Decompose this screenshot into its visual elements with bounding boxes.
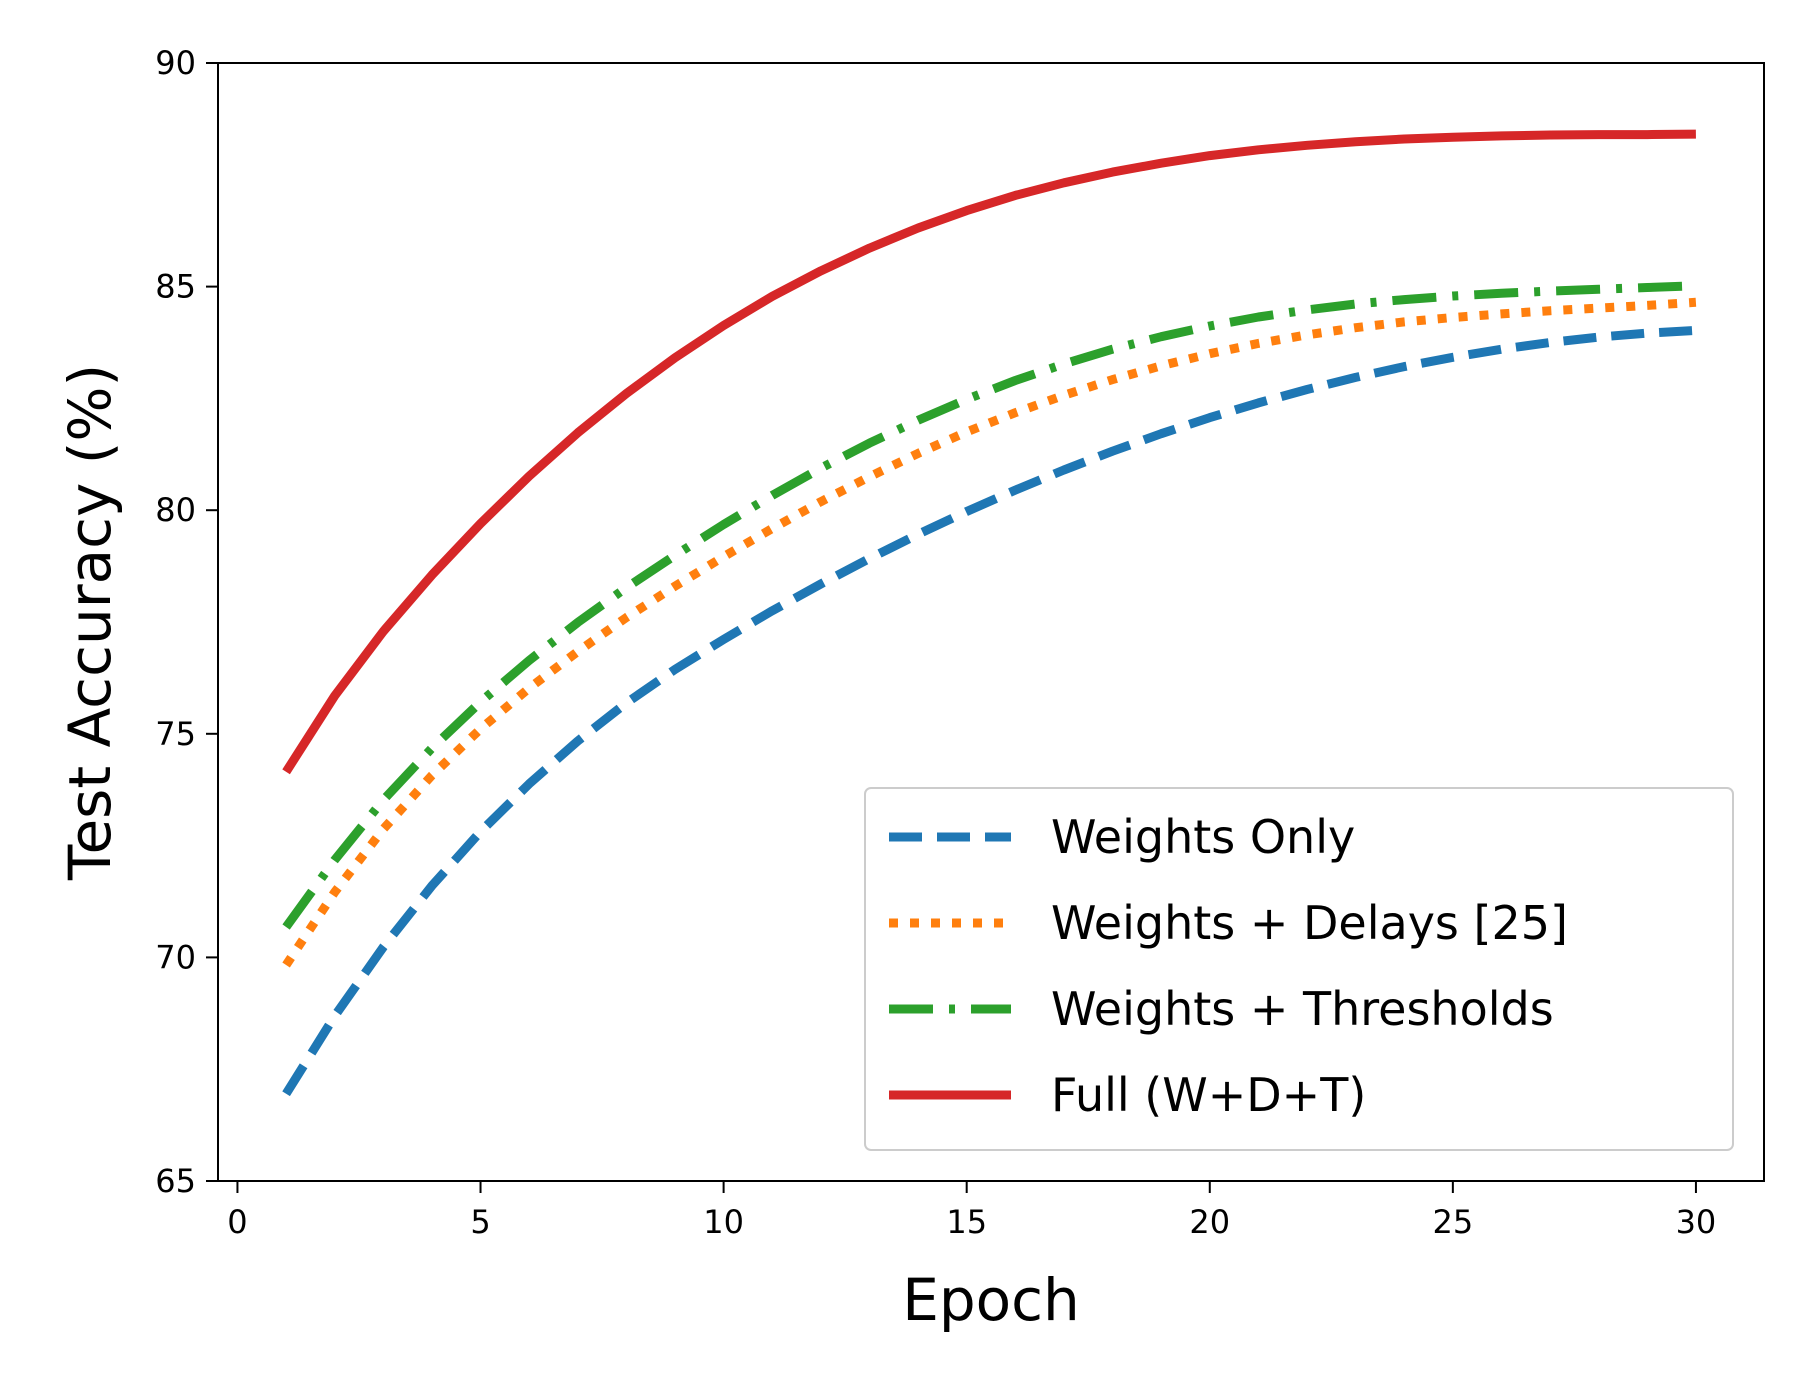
x-tick-label: 5 — [470, 1203, 490, 1241]
y-tick-label: 70 — [155, 938, 196, 976]
series-line-weights-thresholds — [282, 281, 1697, 930]
x-axis-ticks: 0 5 10 15 20 25 30 — [227, 1181, 1716, 1241]
x-axis-title: Epoch — [902, 1266, 1080, 1334]
legend-label: Weights + Thresholds — [1051, 982, 1554, 1036]
x-tick-label: 0 — [227, 1203, 247, 1241]
x-tick-label: 15 — [946, 1203, 987, 1241]
y-axis-ticks: 65 70 75 80 85 90 — [155, 44, 218, 1200]
y-tick-label: 80 — [155, 491, 196, 529]
legend: Weights Only Weights + Delays [25] Weights… — [864, 787, 1734, 1151]
series-line-weights-delays-25 — [282, 297, 1697, 968]
y-axis-title: Test Accuracy (%) — [56, 364, 124, 881]
series-line-weights-only — [282, 325, 1697, 1097]
legend-label: Weights + Delays [25] — [1051, 896, 1568, 950]
legend-label: Full (W+D+T) — [1051, 1068, 1366, 1122]
y-tick-label: 85 — [155, 268, 196, 306]
plot-lines — [282, 129, 1697, 1097]
legend-item: Weights + Thresholds — [889, 982, 1554, 1036]
legend-item: Weights Only — [889, 810, 1355, 864]
legend-item: Weights + Delays [25] — [889, 896, 1568, 950]
x-tick-label: 10 — [703, 1203, 744, 1241]
legend-box — [864, 787, 1734, 1151]
legend-item: Full (W+D+T) — [889, 1068, 1366, 1122]
plot-frame — [217, 62, 1765, 1182]
y-tick-label: 90 — [155, 44, 196, 82]
x-tick-label: 30 — [1676, 1203, 1717, 1241]
legend-label: Weights Only — [1051, 810, 1355, 864]
series-line-full-w-d-t — [282, 129, 1696, 775]
y-tick-label: 75 — [155, 715, 196, 753]
x-tick-label: 25 — [1432, 1203, 1473, 1241]
x-tick-label: 20 — [1189, 1203, 1230, 1241]
y-tick-label: 65 — [155, 1162, 196, 1200]
